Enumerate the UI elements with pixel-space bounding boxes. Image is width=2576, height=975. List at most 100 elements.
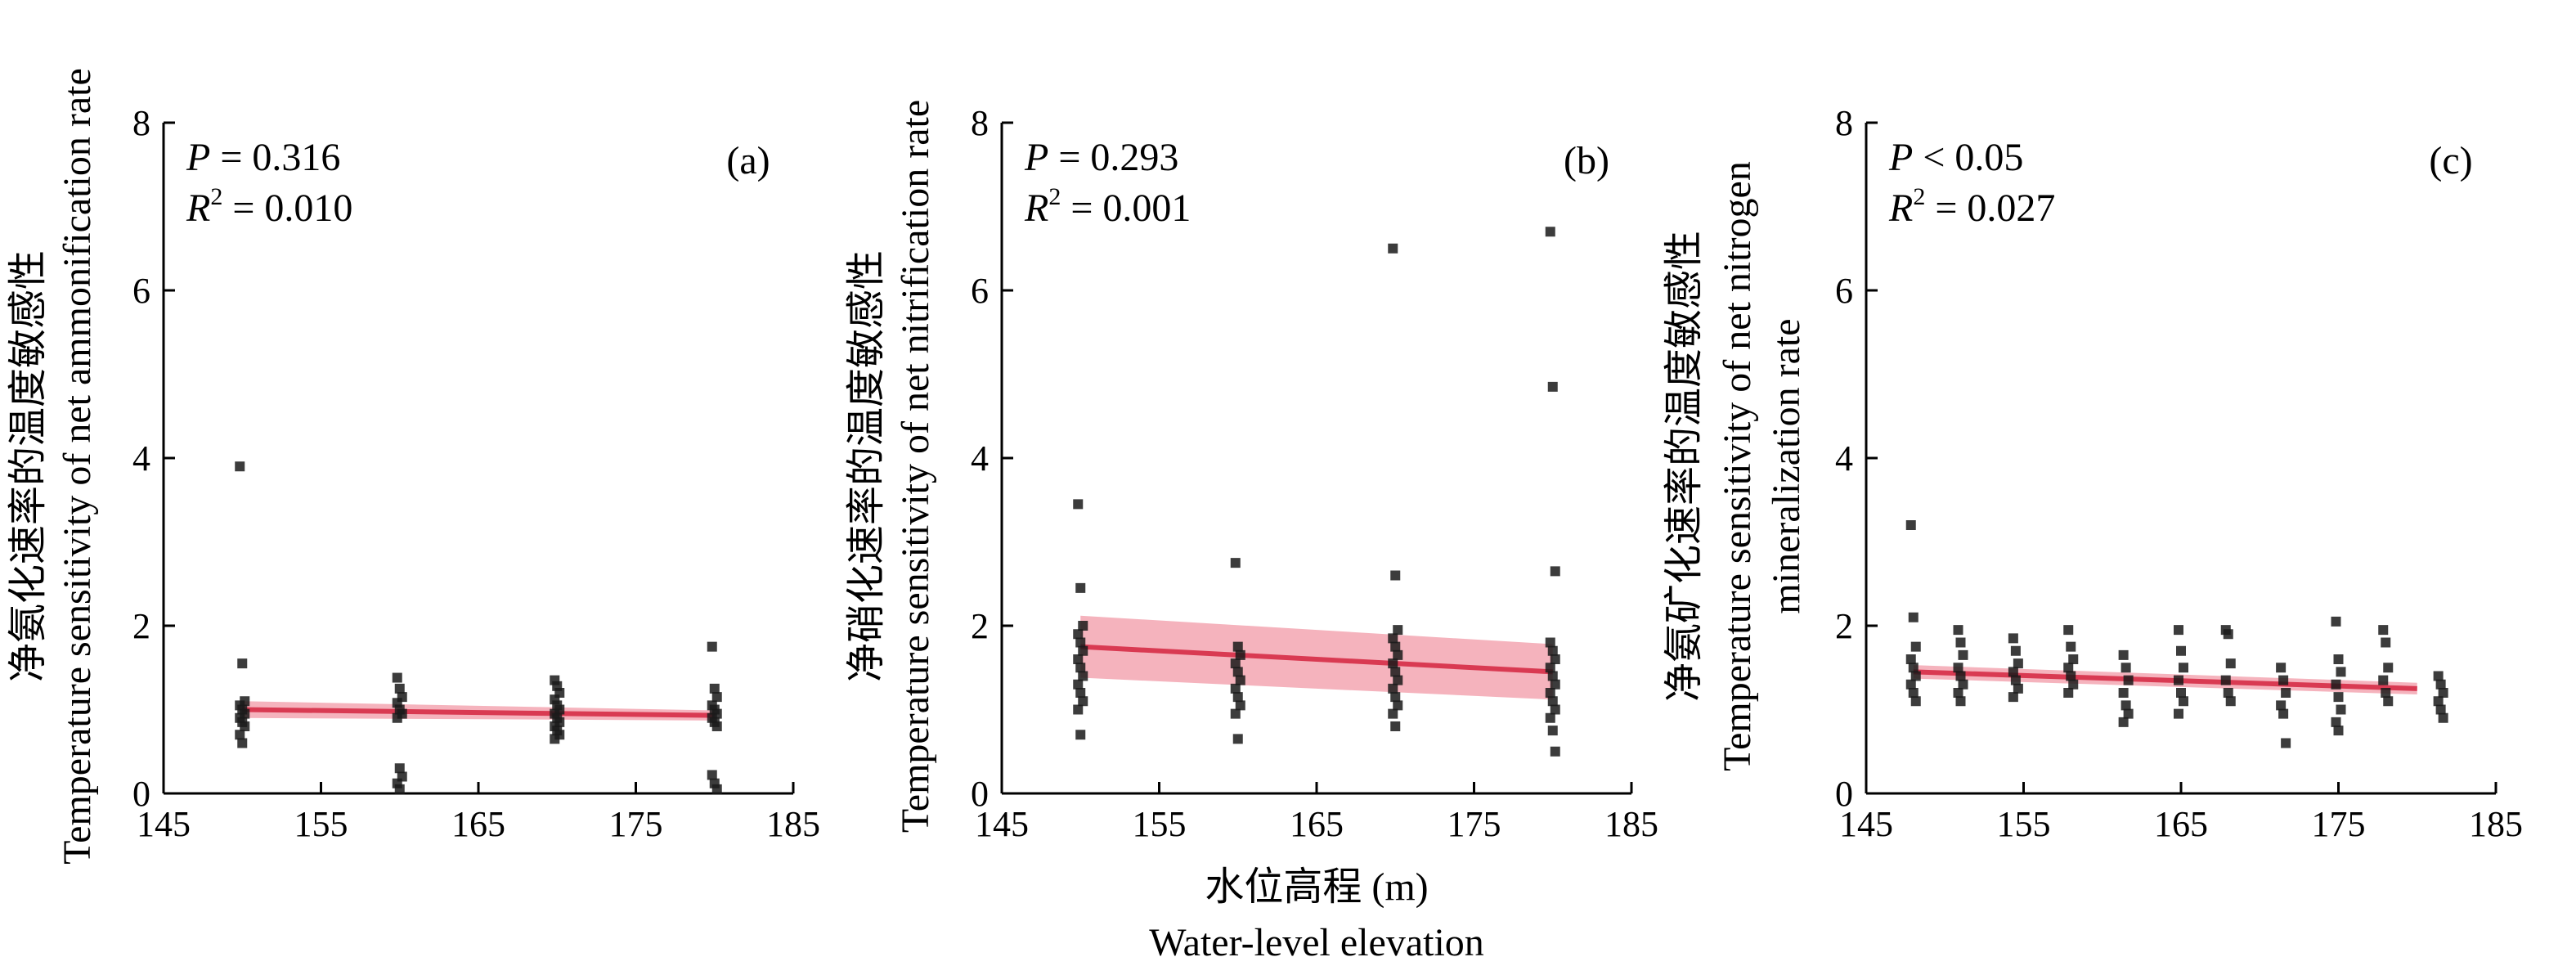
y-axis-label-cn: 净氨化速率的温度敏感性: [7, 250, 50, 682]
data-point: [1078, 645, 1088, 656]
data-point: [2120, 700, 2131, 711]
data-point: [1910, 641, 1921, 652]
data-point: [2438, 712, 2448, 723]
x-tick-label: 175: [1447, 804, 1501, 844]
data-point: [1545, 688, 1555, 698]
data-point: [2278, 675, 2289, 685]
data-point: [1550, 679, 1560, 690]
y-tick-label: 6: [971, 271, 989, 311]
data-point: [1908, 688, 1919, 698]
data-point: [550, 734, 560, 744]
data-point: [2281, 738, 2291, 748]
data-point: [1953, 663, 1963, 673]
data-point: [2333, 654, 2344, 664]
data-point: [2118, 717, 2129, 727]
r2-value-label: R2 = 0.027: [1888, 183, 2055, 230]
y-axis-label-cn: 净氨矿化速率的温度敏感性: [1663, 231, 1706, 702]
data-point: [2008, 692, 2018, 703]
data-point: [2223, 688, 2233, 698]
data-point: [1547, 671, 1558, 681]
data-point: [1905, 520, 1916, 530]
data-point: [2336, 704, 2346, 715]
data-point: [2179, 696, 2188, 707]
data-point: [2063, 625, 2074, 636]
data-point: [2276, 700, 2287, 711]
data-point: [1073, 629, 1084, 640]
data-point: [1390, 692, 1401, 703]
data-point: [1230, 658, 1241, 669]
data-point: [2383, 696, 2394, 707]
data-point: [1075, 730, 1086, 740]
data-point: [2068, 654, 2079, 664]
data-point: [1232, 734, 1243, 744]
data-point: [1547, 381, 1558, 392]
y-tick-label: 0: [971, 774, 989, 814]
data-point: [1908, 663, 1919, 673]
data-point: [2435, 679, 2446, 690]
panel-tag: (c): [2429, 139, 2472, 182]
x-tick-label: 155: [1133, 804, 1187, 844]
data-point: [2333, 692, 2344, 703]
y-tick-label: 2: [1835, 606, 1853, 646]
x-tick-label: 165: [2154, 804, 2208, 844]
data-point: [237, 658, 248, 669]
data-point: [2120, 663, 2131, 673]
r2-value-label: R2 = 0.010: [186, 183, 352, 230]
x-tick-label: 145: [1839, 804, 1893, 844]
x-tick-label: 145: [137, 804, 191, 844]
data-point: [1388, 683, 1398, 694]
y-tick-label: 0: [132, 774, 150, 814]
data-point: [2331, 717, 2341, 727]
data-point: [2378, 675, 2389, 685]
data-point: [1547, 645, 1558, 656]
data-point: [2381, 688, 2391, 698]
data-point: [1545, 663, 1555, 673]
data-point: [1550, 704, 1560, 715]
data-point: [2010, 675, 2021, 685]
data-point: [2381, 637, 2391, 648]
data-point: [1235, 649, 1245, 660]
y-axis-label-en: Temperature sensitivity of net ammonific…: [56, 68, 99, 865]
data-point: [2063, 688, 2074, 698]
data-point: [1078, 696, 1088, 707]
data-point: [1958, 679, 1968, 690]
data-point: [2220, 675, 2231, 685]
data-point: [2331, 679, 2341, 690]
data-point: [1232, 667, 1243, 677]
data-point: [1545, 712, 1555, 723]
data-point: [2433, 671, 2444, 681]
data-point: [2331, 616, 2341, 627]
data-point: [2174, 675, 2183, 685]
data-point: [1230, 683, 1241, 694]
data-point: [2118, 688, 2129, 698]
data-point: [394, 784, 405, 794]
p-value-label: P < 0.05: [1888, 136, 2023, 179]
x-tick-label: 165: [451, 804, 505, 844]
data-point: [2333, 726, 2344, 736]
data-point: [1393, 649, 1403, 660]
data-point: [1550, 746, 1560, 757]
r2-value-label: R2 = 0.001: [1024, 183, 1191, 230]
y-tick-label: 8: [971, 103, 989, 143]
data-point: [709, 683, 720, 694]
data-point: [1958, 649, 1968, 660]
data-point: [1955, 671, 1966, 681]
x-axis-label-cn: 水位高程 (m): [1205, 865, 1428, 909]
data-point: [2225, 696, 2236, 707]
data-point: [1230, 558, 1241, 568]
data-point: [1547, 696, 1558, 707]
data-point: [1075, 582, 1086, 593]
x-axis-label-en: Water-level elevation: [1149, 921, 1484, 964]
x-tick-label: 155: [1997, 804, 2051, 844]
data-point: [1390, 667, 1401, 677]
data-point: [2179, 663, 2188, 673]
data-point: [1078, 671, 1088, 681]
data-point: [394, 683, 405, 694]
data-point: [1075, 663, 1086, 673]
data-point: [392, 672, 402, 683]
data-point: [2068, 679, 2079, 690]
data-point: [2123, 708, 2134, 719]
